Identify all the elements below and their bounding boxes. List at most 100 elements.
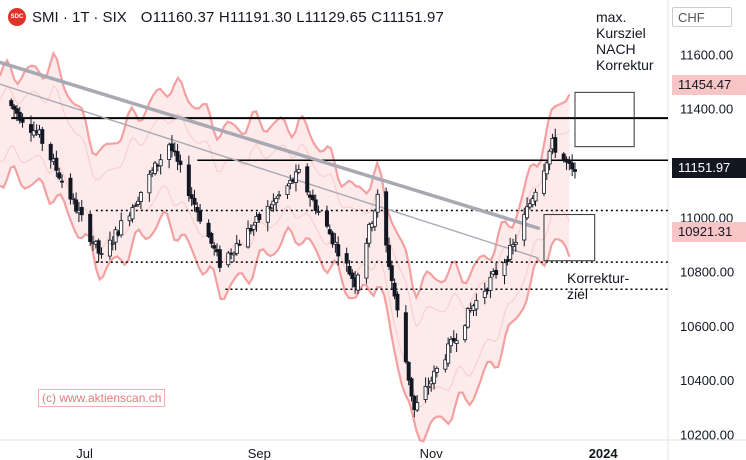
- candle-body: [372, 210, 377, 227]
- candle-body: [409, 378, 414, 397]
- currency-selector[interactable]: CHF: [672, 7, 732, 27]
- candle-body: [231, 252, 236, 256]
- candle-body: [367, 224, 372, 244]
- candle-body: [333, 241, 338, 245]
- symbol-label[interactable]: SMI · 1T · SIX: [32, 8, 127, 26]
- candle-body: [330, 232, 335, 245]
- candle-body: [110, 242, 115, 245]
- candle-body: [178, 160, 183, 165]
- candle-body: [344, 253, 349, 264]
- candle-body: [316, 211, 321, 213]
- candle-body: [463, 325, 468, 341]
- candle-body: [113, 229, 118, 243]
- candle-body: [482, 290, 487, 298]
- candle-body: [54, 157, 59, 171]
- trendline-2: [0, 83, 540, 259]
- candle-body: [96, 240, 101, 254]
- candle-body: [567, 160, 572, 164]
- candle-body: [198, 210, 203, 222]
- candle-body: [572, 169, 577, 172]
- candle-body: [71, 197, 76, 200]
- y-tick-label: 11600.00: [680, 47, 733, 62]
- candle-body: [234, 243, 239, 254]
- candle-body: [395, 293, 400, 311]
- candle-body: [513, 241, 518, 245]
- candle-body: [277, 194, 282, 197]
- candle-body: [454, 340, 459, 344]
- candle-body: [79, 207, 84, 216]
- candle-body: [246, 228, 251, 248]
- candle-body: [527, 203, 532, 208]
- candles-group: [9, 98, 577, 418]
- candle-body: [265, 205, 270, 223]
- candle-body: [209, 233, 214, 244]
- x-tick-label: Sep: [248, 446, 271, 460]
- candle-body: [446, 343, 451, 364]
- candle-body: [119, 220, 124, 236]
- candle-body: [426, 385, 431, 389]
- candle-body: [375, 193, 380, 213]
- candle-body: [434, 367, 439, 373]
- candle-body: [553, 137, 558, 153]
- candle-body: [107, 239, 112, 257]
- candle-body: [327, 229, 332, 235]
- candle-body: [31, 130, 36, 136]
- candle-body: [494, 269, 499, 276]
- trendline-1: [0, 60, 541, 230]
- candle-body: [561, 153, 566, 161]
- candle-body: [451, 338, 456, 342]
- candle-body: [9, 100, 14, 107]
- candle-body: [257, 213, 262, 221]
- candle-body: [505, 259, 510, 262]
- candle-body: [167, 144, 172, 160]
- candle-body: [60, 180, 65, 183]
- candle-body: [386, 244, 391, 267]
- envelope-inner-lower-line: [0, 144, 570, 409]
- correction-annotation: Korrektur- ziel: [567, 270, 630, 302]
- candle-body: [189, 194, 194, 199]
- candle-body: [533, 191, 538, 202]
- candle-body: [544, 162, 549, 175]
- candle-body: [68, 177, 73, 200]
- candle-body: [293, 171, 298, 183]
- candle-body: [237, 243, 242, 246]
- candle-body: [169, 143, 174, 152]
- candle-body: [195, 207, 200, 213]
- candle-body: [158, 159, 163, 167]
- candle-body: [364, 242, 369, 279]
- candle-body: [20, 118, 25, 123]
- envelope-lower-line: [0, 164, 571, 443]
- candle-body: [136, 200, 141, 205]
- target-annotation: max. Kursziel NACH Korrektur: [596, 9, 654, 73]
- candle-body: [226, 252, 231, 266]
- candle-body: [347, 265, 352, 275]
- y-tick-label: 11000.00: [680, 210, 733, 225]
- candle-body: [336, 244, 341, 257]
- candle-body: [406, 362, 411, 381]
- candle-body: [508, 245, 513, 260]
- candle-body: [88, 213, 93, 243]
- candle-body: [310, 194, 315, 200]
- watermark: (c) www.aktienscan.ch: [38, 389, 166, 407]
- candle-body: [415, 402, 420, 411]
- candle-body: [465, 308, 470, 328]
- y-tick-label: 10400.00: [680, 373, 734, 388]
- candle-body: [522, 214, 527, 241]
- candle-body: [212, 245, 217, 249]
- candle-body: [99, 253, 104, 255]
- candle-body: [192, 197, 197, 205]
- candle-body: [389, 265, 394, 281]
- candle-body: [392, 282, 397, 297]
- candle-body: [384, 191, 389, 246]
- price-badge-current: 11151.97: [672, 158, 746, 178]
- y-tick-label: 10200.00: [680, 428, 734, 443]
- exchange-logo-icon: SDC: [8, 8, 26, 26]
- candle-body: [57, 172, 62, 179]
- target-box-1: [574, 91, 635, 148]
- candle-body: [12, 105, 17, 110]
- candle-body: [570, 162, 575, 170]
- envelope-upper-line: [0, 50, 571, 301]
- x-tick-label: Jul: [76, 446, 93, 460]
- candle-body: [14, 108, 19, 114]
